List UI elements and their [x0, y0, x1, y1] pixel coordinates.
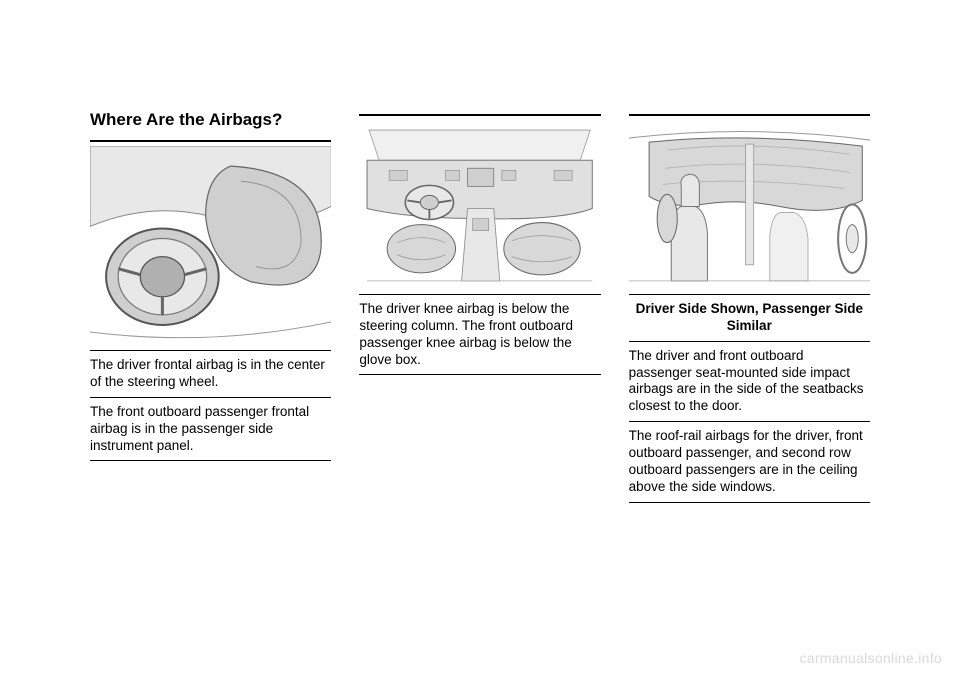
- column-3: Driver Side Shown, Passenger Side Simila…: [629, 110, 870, 506]
- figure-side-airbag: [629, 120, 870, 291]
- figure-knee-airbag: [359, 120, 600, 291]
- caption-text: The driver knee airbag is below the stee…: [359, 301, 600, 369]
- section-title: Where Are the Airbags?: [90, 110, 331, 130]
- divider: [629, 421, 870, 422]
- divider: [629, 114, 870, 116]
- figure-caption: Driver Side Shown, Passenger Side Simila…: [629, 301, 870, 335]
- watermark-text: carmanualsonline.info: [800, 650, 943, 666]
- divider: [629, 502, 870, 503]
- divider: [359, 374, 600, 375]
- body-text: The roof-rail airbags for the driver, fr…: [629, 428, 870, 496]
- divider: [90, 397, 331, 398]
- body-text: The front outboard passenger frontal air…: [90, 404, 331, 455]
- divider: [90, 460, 331, 461]
- divider: [90, 350, 331, 351]
- divider: [90, 140, 331, 142]
- divider: [629, 294, 870, 295]
- column-1: Where Are the Airbags?: [90, 110, 331, 506]
- divider: [359, 114, 600, 116]
- caption-text: The driver frontal airbag is in the cent…: [90, 357, 331, 391]
- content-columns: Where Are the Airbags?: [90, 110, 870, 506]
- column-2: The driver knee airbag is below the stee…: [359, 110, 600, 506]
- figure-driver-frontal-airbag: [90, 146, 331, 347]
- manual-page: Where Are the Airbags?: [0, 0, 960, 678]
- divider: [629, 341, 870, 342]
- divider: [359, 294, 600, 295]
- body-text: The driver and front outboard passenger …: [629, 348, 870, 416]
